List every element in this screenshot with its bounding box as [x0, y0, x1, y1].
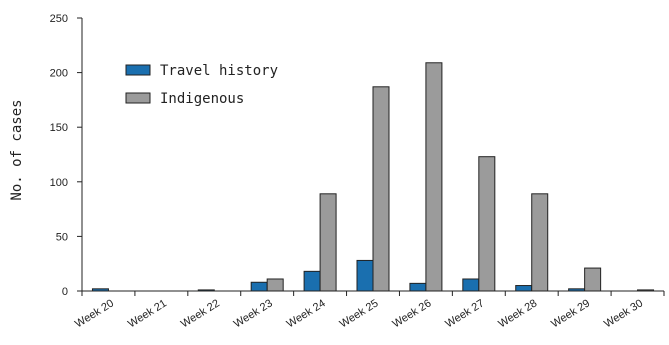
- x-tick-label: Week 27: [443, 297, 486, 330]
- x-axis: Week 20 Week 21 Week 22 Week 23 Week 24 Week …: [73, 290, 665, 330]
- bar-travel-history: [356, 259, 374, 292]
- bar-travel-history: [303, 270, 321, 292]
- x-tick-label: Week 23: [232, 297, 275, 330]
- y-tick-label: 150: [50, 122, 68, 134]
- y-axis-title: No. of cases: [9, 99, 25, 200]
- x-tick-label: Week 25: [338, 297, 381, 330]
- x-tick-label: Week 21: [126, 297, 169, 330]
- bar-indigenous: [531, 193, 549, 292]
- bar-travel-history: [409, 282, 427, 292]
- bar-travel-history: [568, 288, 586, 292]
- x-tick-label: Week 24: [285, 297, 328, 330]
- x-tick-label: Week 26: [390, 297, 433, 330]
- legend-label: Indigenous: [160, 91, 244, 107]
- bar-indigenous: [637, 289, 655, 292]
- x-tick-label: Week 20: [73, 297, 116, 330]
- x-tick-label: Week 28: [496, 297, 539, 330]
- bar-travel-history: [462, 278, 480, 292]
- legend-label: Travel history: [160, 63, 278, 79]
- x-tick-label: Week 29: [549, 297, 592, 330]
- y-tick-label: 0: [62, 286, 68, 298]
- bar-travel-history: [250, 281, 268, 292]
- bar-travel-history: [515, 285, 533, 292]
- bar-indigenous: [478, 156, 496, 292]
- bar-indigenous: [319, 193, 337, 292]
- bar-travel-history: [91, 288, 109, 292]
- x-tick-label: Week 30: [602, 297, 645, 330]
- bar-indigenous: [584, 267, 602, 292]
- legend: Travel history Indigenous: [125, 63, 278, 107]
- y-tick-label: 100: [50, 177, 68, 189]
- bar-indigenous: [266, 278, 284, 292]
- y-axis: 0 50 100 150 200 250: [50, 13, 83, 298]
- bar-indigenous: [372, 86, 390, 292]
- x-tick-label: Week 22: [179, 297, 222, 330]
- legend-swatch: [125, 64, 151, 76]
- y-tick-label: 250: [50, 13, 68, 25]
- bars: [91, 62, 655, 292]
- bar-travel-history: [197, 289, 215, 292]
- bar-indigenous: [425, 62, 443, 292]
- legend-swatch: [125, 92, 151, 104]
- y-tick-label: 50: [56, 231, 68, 243]
- y-tick-label: 200: [50, 68, 68, 80]
